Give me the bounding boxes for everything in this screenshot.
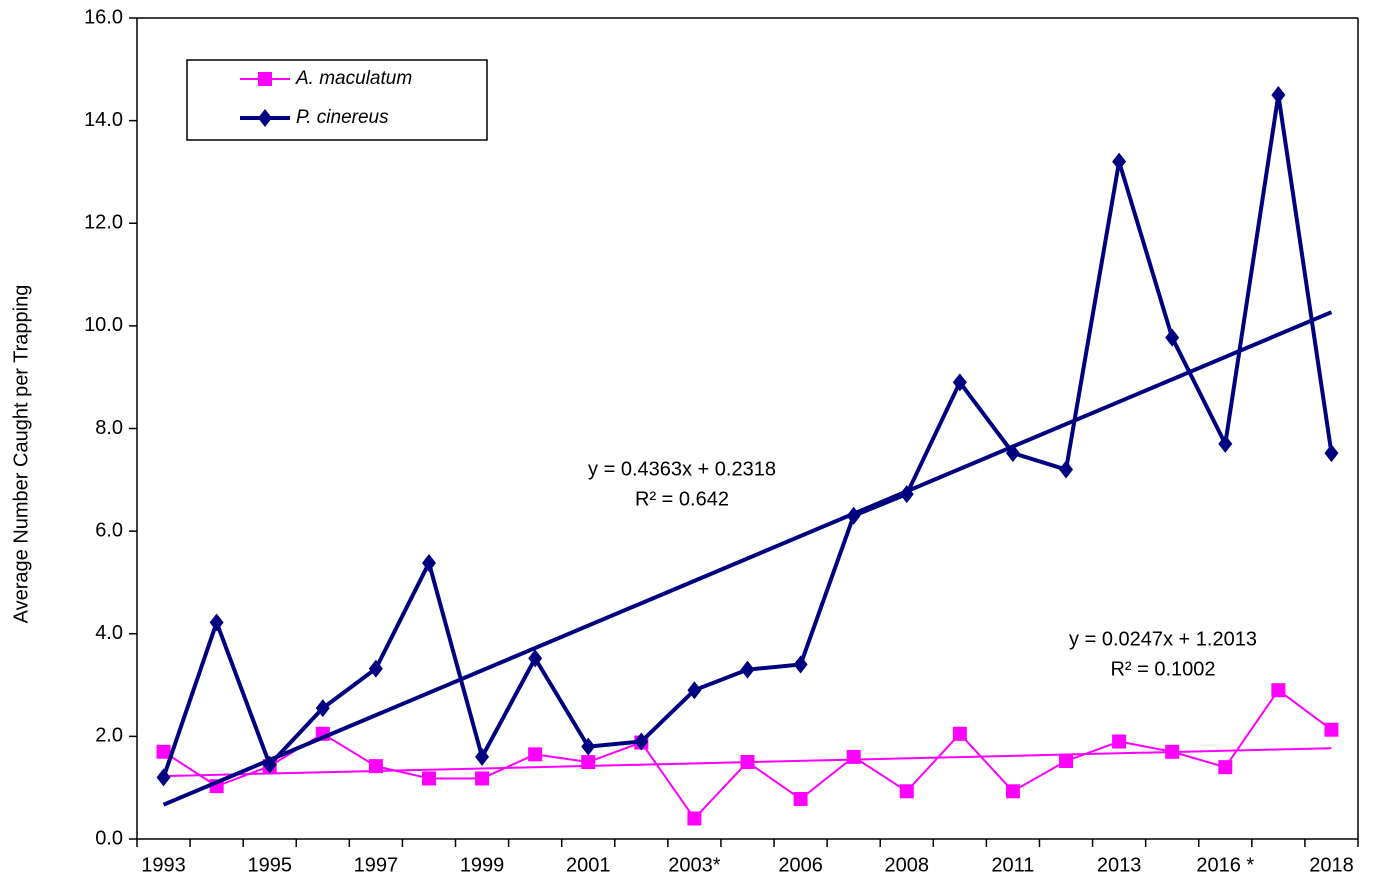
trend-r2: R² = 0.642 [635, 488, 729, 510]
trend-r2: R² = 0.1002 [1110, 658, 1215, 680]
marker [475, 747, 490, 766]
y-tick-label: 4.0 [95, 622, 123, 644]
y-tick-label: 6.0 [95, 519, 123, 541]
marker [846, 506, 861, 525]
marker [368, 659, 383, 678]
marker [1005, 784, 1020, 799]
marker [528, 649, 543, 668]
legend-marker [258, 72, 272, 86]
marker [1271, 85, 1286, 104]
marker [1112, 152, 1127, 171]
marker [1218, 434, 1233, 453]
marker [952, 373, 967, 392]
x-tick-label: 2006 [778, 854, 823, 876]
marker [1059, 754, 1074, 769]
marker [687, 811, 702, 826]
marker [315, 699, 330, 718]
marker [1059, 460, 1074, 479]
x-tick-label: 2018 [1309, 854, 1354, 876]
marker [1112, 734, 1127, 749]
x-tick-label: 2013 [1097, 854, 1142, 876]
marker [634, 732, 649, 751]
marker [368, 759, 383, 774]
marker [740, 660, 755, 679]
marker [475, 771, 490, 786]
marker [1324, 722, 1339, 737]
marker [793, 791, 808, 806]
series-line [162, 689, 1333, 820]
marker [581, 755, 596, 770]
marker [952, 726, 967, 741]
marker [687, 681, 702, 700]
marker [209, 613, 224, 632]
x-tick-label: 2003* [668, 854, 720, 876]
x-tick-label: 1999 [460, 854, 505, 876]
trend-equation: y = 0.0247x + 1.2013 [1069, 628, 1257, 650]
marker [581, 737, 596, 756]
marker [421, 771, 436, 786]
marker [793, 655, 808, 674]
y-tick-label: 0.0 [95, 827, 123, 849]
legend-marker [258, 109, 272, 127]
y-tick-label: 2.0 [95, 725, 123, 747]
marker [899, 485, 914, 504]
legend: A. maculatum P. cinereus [186, 59, 488, 141]
y-tick-label: 8.0 [95, 417, 123, 439]
marker [262, 755, 277, 774]
legend-box [186, 59, 488, 141]
legend-label: A. maculatum [295, 68, 412, 89]
marker [528, 747, 543, 762]
marker [156, 744, 171, 759]
legend-label: P. cinereus [296, 107, 389, 128]
x-tick-label: 1997 [354, 854, 399, 876]
x-tick-label: 2008 [885, 854, 930, 876]
x-tick-label: 1993 [141, 854, 186, 876]
trendline [162, 310, 1333, 807]
marker [1218, 760, 1233, 775]
marker [846, 749, 861, 764]
marker [156, 768, 171, 787]
marker [1271, 683, 1286, 698]
x-tick-label: 1995 [247, 854, 292, 876]
marker [740, 755, 755, 770]
marker [1165, 328, 1180, 347]
y-tick-label: 14.0 [84, 109, 123, 131]
marker [1165, 744, 1180, 759]
y-axis-label: Average Number Caught per Trapping [10, 285, 32, 624]
x-tick-label: 2016 * [1196, 854, 1254, 876]
y-tick-label: 16.0 [84, 6, 123, 28]
marker [899, 784, 914, 799]
y-tick-label: 12.0 [84, 212, 123, 234]
marker [421, 553, 436, 572]
x-tick-label: 2011 [991, 854, 1034, 876]
marker [1324, 444, 1339, 463]
trend-equation: y = 0.4363x + 0.2318 [588, 458, 776, 480]
x-tick-label: 2001 [566, 854, 611, 876]
marker [1005, 444, 1020, 463]
y-tick-label: 10.0 [84, 314, 123, 336]
